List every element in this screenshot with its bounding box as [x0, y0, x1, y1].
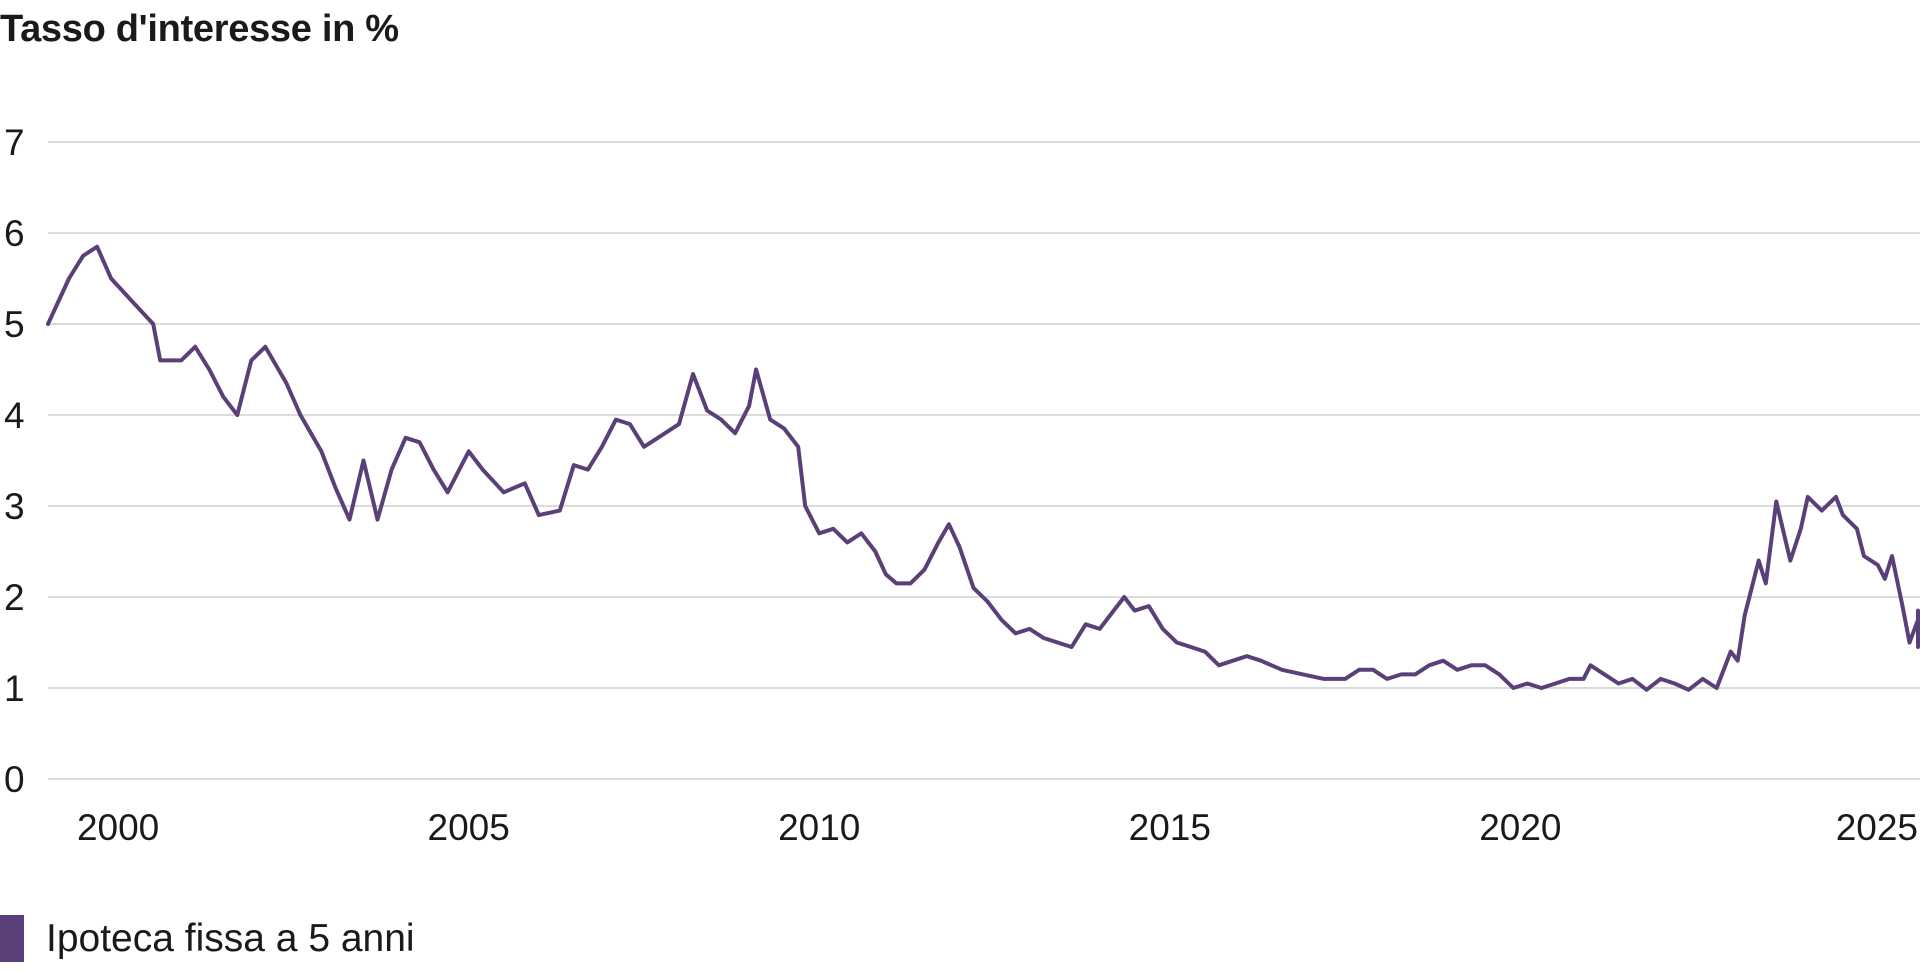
series-line-0 [46, 244, 1920, 692]
x-axis-ticks: 2000 2005 2010 2015 2020 2025 [77, 807, 1918, 848]
legend-label: Ipoteca fissa a 5 anni [46, 916, 415, 960]
x-tick-label: 2010 [778, 807, 860, 848]
y-axis-ticks: 0 1 2 3 4 5 6 7 [4, 122, 25, 800]
y-tick-label: 4 [4, 395, 25, 436]
legend: Ipoteca fissa a 5 anni [0, 915, 415, 962]
x-tick-label: 2020 [1479, 807, 1561, 848]
y-tick-label: 6 [4, 213, 25, 254]
y-tick-label: 3 [4, 486, 25, 527]
y-tick-label: 5 [4, 304, 25, 345]
y-tick-label: 0 [4, 759, 25, 800]
series-group [46, 244, 1920, 692]
y-tick-label: 1 [4, 668, 25, 709]
x-tick-label: 2000 [77, 807, 159, 848]
x-tick-label: 2015 [1129, 807, 1211, 848]
chart-title: Tasso d'interesse in % [0, 8, 399, 50]
y-tick-label: 7 [4, 122, 25, 163]
legend-swatch [0, 915, 24, 962]
x-tick-label: 2005 [428, 807, 510, 848]
x-tick-label: 2025 [1836, 807, 1918, 848]
y-tick-label: 2 [4, 577, 25, 618]
